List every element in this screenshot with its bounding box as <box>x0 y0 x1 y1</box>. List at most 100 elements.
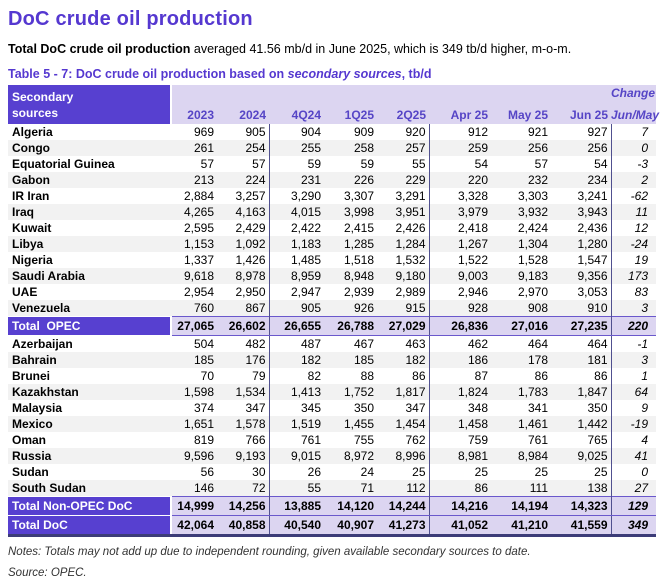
page-title: DoC crude oil production <box>8 8 253 30</box>
change-cell: 349 <box>611 515 656 537</box>
production-table: Secondary sources Change 2023 2024 4Q24 1Q2… <box>8 85 659 537</box>
value-cell: 482 <box>217 335 270 352</box>
row-label: UAE <box>12 285 38 299</box>
value-cell: 1,267 <box>457 237 488 251</box>
value-cell: 182 <box>377 352 430 368</box>
value-cell: 4,015 <box>290 205 321 219</box>
secondary-sources-header: Secondary sources <box>8 85 172 124</box>
value-cell: 40,907 <box>324 515 377 537</box>
column-header: 2024 <box>217 102 269 124</box>
change-cell: 3 <box>641 353 648 367</box>
value-cell: 234 <box>551 172 612 188</box>
value-cell: 182 <box>300 353 321 367</box>
value-cell: 819 <box>193 433 214 447</box>
value-cell: 2,954 <box>183 285 214 299</box>
value-cell: 40,858 <box>217 515 270 537</box>
value-cell: 257 <box>377 140 430 156</box>
row-label: Total Non-OPEC DoC <box>8 496 172 516</box>
value-cell: 1,598 <box>183 385 214 399</box>
row-label: Sudan <box>12 465 49 479</box>
value-cell: 9,180 <box>377 268 430 284</box>
table-caption-prefix: Table 5 - 7: DoC crude oil production ba… <box>8 67 288 81</box>
value-cell: 41,052 <box>429 515 491 537</box>
table-row: IR Iran 2,884 3,257 3,290 3,307 3,291 3,328 3,3… <box>8 188 656 204</box>
value-cell: 462 <box>467 337 488 351</box>
value-cell: 138 <box>551 480 612 497</box>
value-cell: 487 <box>300 337 321 351</box>
value-cell: 2,422 <box>290 221 321 235</box>
row-label: Oman <box>12 433 47 447</box>
change-cell: 173 <box>627 269 648 283</box>
value-cell: 86 <box>474 481 488 495</box>
value-cell: 224 <box>217 172 270 188</box>
value-cell: 255 <box>300 141 321 155</box>
table-caption-italic: secondary sources <box>287 67 402 81</box>
column-header: 2Q25 <box>377 102 429 124</box>
value-cell: 1,518 <box>343 253 374 267</box>
value-cell: 226 <box>353 173 374 187</box>
value-cell: 185 <box>353 353 374 367</box>
value-cell: 25 <box>551 464 612 480</box>
change-cell: -19 <box>630 417 648 431</box>
value-cell: 464 <box>551 335 612 352</box>
value-cell: 1,442 <box>551 416 612 432</box>
value-cell: 927 <box>551 124 612 140</box>
value-cell: 24 <box>360 465 374 479</box>
value-cell: 2,947 <box>290 285 321 299</box>
value-cell: 4,265 <box>183 205 214 219</box>
value-cell: 760 <box>193 301 214 315</box>
value-cell: 14,216 <box>429 496 491 516</box>
column-header: 1Q25 <box>324 102 377 124</box>
value-cell: 969 <box>193 125 214 139</box>
value-cell: 3,303 <box>517 189 548 203</box>
change-cell: 41 <box>634 449 648 463</box>
column-header: 2023 <box>171 102 217 124</box>
table-caption-suffix: , tb/d <box>401 67 432 81</box>
change-cell: 1 <box>641 369 648 383</box>
value-cell: 350 <box>551 400 612 416</box>
table-row: Equatorial Guinea 57 57 59 59 55 54 57 54 -3 <box>8 156 656 172</box>
value-cell: 3,979 <box>457 205 488 219</box>
value-cell: 27,235 <box>551 316 612 336</box>
value-cell: 867 <box>217 300 270 317</box>
table-row: Iraq 4,265 4,163 4,015 3,998 3,951 3,979 3,932 3… <box>8 204 656 220</box>
value-cell: 8,972 <box>343 449 374 463</box>
value-cell: 2,415 <box>343 221 374 235</box>
secondary-sources-header-line2: sources <box>12 105 59 120</box>
value-cell: 8,996 <box>377 448 430 464</box>
value-cell: 72 <box>217 480 270 497</box>
value-cell: 82 <box>307 369 321 383</box>
value-cell: 3,998 <box>343 205 374 219</box>
row-label: Algeria <box>12 125 53 139</box>
value-cell: 341 <box>527 401 548 415</box>
table-row: Venezuela 760 867 905 926 915 928 908 910 3 <box>8 300 656 317</box>
value-cell: 3,943 <box>551 204 612 220</box>
change-cell: -1 <box>637 337 648 351</box>
value-cell: 1,532 <box>377 252 430 268</box>
value-cell: 26,788 <box>324 316 377 336</box>
table-row: Bahrain 185 176 182 185 182 186 178 181 3 <box>8 352 656 368</box>
total-row: Total DoC 42,064 40,858 40,540 40,907 41,273 4… <box>8 515 656 537</box>
value-cell: 13,885 <box>269 496 324 516</box>
value-cell: 1,783 <box>517 385 548 399</box>
value-cell: 41,210 <box>491 515 551 537</box>
table-caption: Table 5 - 7: DoC crude oil production ba… <box>8 67 656 81</box>
value-cell: 70 <box>200 369 214 383</box>
value-cell: 467 <box>353 337 374 351</box>
row-label: Saudi Arabia <box>12 269 85 283</box>
value-cell: 928 <box>467 301 488 315</box>
column-header: Apr 25 <box>429 102 491 124</box>
value-cell: 40,540 <box>269 515 324 537</box>
value-cell: 8,948 <box>343 269 374 283</box>
table-row: Kazakhstan 1,598 1,534 1,413 1,752 1,817 1,824… <box>8 384 656 400</box>
value-cell: 27,065 <box>171 316 217 336</box>
change-cell: 64 <box>634 385 648 399</box>
value-cell: 3,241 <box>551 188 612 204</box>
value-cell: 54 <box>551 156 612 172</box>
intro-text-rest: averaged 41.56 mb/d in June 2025, which … <box>190 42 572 56</box>
table-row: Russia 9,596 9,193 9,015 8,972 8,996 8,981 8,98… <box>8 448 656 464</box>
value-cell: 915 <box>377 300 430 317</box>
value-cell: 1,455 <box>343 417 374 431</box>
value-cell: 86 <box>534 369 548 383</box>
column-header: May 25 <box>491 102 551 124</box>
